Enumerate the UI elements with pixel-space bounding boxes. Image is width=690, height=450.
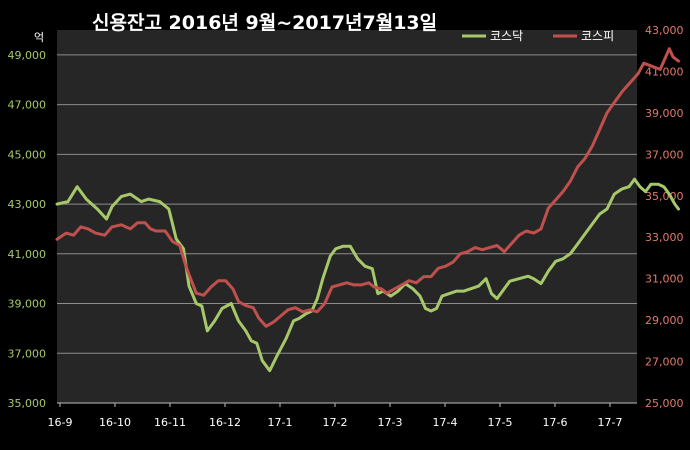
y-left-tick-label: 49,000 (8, 49, 47, 62)
y-left-tick-label: 47,000 (8, 99, 47, 112)
legend-label-kospi: 코스피 (581, 29, 614, 43)
x-tick-label: 17-3 (378, 416, 403, 429)
y-right-tick-label: 33,000 (645, 231, 684, 244)
x-tick-label: 17-7 (598, 416, 623, 429)
chart-title: 신용잔고 2016년 9월~2017년7월13일 (92, 12, 437, 34)
series-line-kospi (55, 47, 680, 328)
y-left-tick-label: 37,000 (8, 347, 47, 360)
x-tick-label: 16-11 (154, 416, 186, 429)
legend: 코스닥 코스피 (462, 29, 614, 43)
y-right-tick-label: 31,000 (645, 273, 684, 286)
y-right-tick-label: 35,000 (645, 190, 684, 203)
x-tick-label: 17-4 (433, 416, 458, 429)
y-right-tick-label: 27,000 (645, 356, 684, 369)
y-left-tick-label: 41,000 (8, 248, 47, 261)
left-axis: 35,000 37,000 39,000 41,000 43,000 45,000 47,0… (8, 49, 47, 410)
x-tick-label: 16-12 (209, 416, 241, 429)
y-left-tick-label: 45,000 (8, 148, 47, 161)
x-tick-label: 17-2 (323, 416, 348, 429)
y-left-tick-label: 35,000 (8, 397, 47, 410)
y-right-tick-label: 25,000 (645, 397, 684, 410)
plot-area (57, 30, 637, 403)
x-tick-label: 16-9 (48, 416, 73, 429)
y-unit-label: 억 (34, 31, 44, 44)
x-tick-label: 17-6 (543, 416, 568, 429)
legend-label-kosdaq: 코스닥 (490, 29, 523, 43)
y-right-tick-label: 37,000 (645, 148, 684, 161)
y-left-tick-label: 43,000 (8, 198, 47, 211)
series-layer (55, 47, 680, 373)
y-right-tick-label: 29,000 (645, 314, 684, 327)
x-tick-label: 17-5 (488, 416, 513, 429)
x-axis: 16-9 16-10 16-11 16-12 17-1 17-2 17-3 17-4 17-5 1… (48, 402, 637, 429)
right-axis: 25,000 27,000 29,000 31,000 33,000 35,000 37,0… (645, 24, 684, 410)
x-tick-label: 16-10 (99, 416, 131, 429)
y-right-tick-label: 43,000 (645, 24, 684, 37)
y-left-tick-label: 39,000 (8, 298, 47, 311)
x-tick-label: 17-1 (268, 416, 293, 429)
y-right-tick-label: 39,000 (645, 107, 684, 120)
